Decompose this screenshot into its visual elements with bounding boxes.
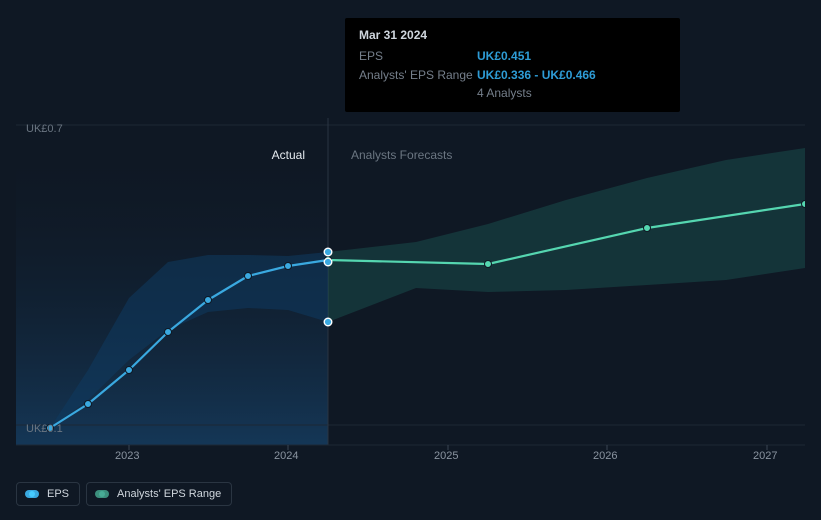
y-axis-label: UK£0.1 [26, 423, 63, 435]
eps-chart: Mar 31 2024 EPS UK£0.451 Analysts' EPS R… [16, 0, 805, 520]
legend-swatch [25, 490, 39, 498]
tooltip-value: UK£0.451 [477, 48, 531, 64]
legend-label: EPS [47, 488, 69, 500]
tooltip-row-range: Analysts' EPS Range UK£0.336 - UK£0.466 [359, 67, 666, 83]
y-axis-label: UK£0.7 [26, 123, 63, 135]
tooltip-date: Mar 31 2024 [359, 28, 666, 42]
legend-item-range[interactable]: Analysts' EPS Range [86, 482, 232, 506]
legend-item-eps[interactable]: EPS [16, 482, 80, 506]
region-label-forecast: Analysts Forecasts [351, 148, 452, 162]
x-axis-label: 2023 [115, 450, 139, 462]
x-axis-label: 2027 [753, 450, 777, 462]
x-axis-label: 2024 [274, 450, 298, 462]
tooltip-label: EPS [359, 48, 477, 64]
legend-swatch [95, 490, 109, 498]
tooltip-row-eps: EPS UK£0.451 [359, 48, 666, 64]
chart-tooltip: Mar 31 2024 EPS UK£0.451 Analysts' EPS R… [345, 18, 680, 112]
tooltip-label: Analysts' EPS Range [359, 67, 477, 83]
tooltip-analyst-count: 4 Analysts [477, 86, 666, 100]
chart-legend: EPS Analysts' EPS Range [16, 482, 232, 506]
tooltip-value: UK£0.336 - UK£0.466 [477, 67, 596, 83]
region-label-actual: Actual [272, 148, 305, 162]
legend-label: Analysts' EPS Range [117, 488, 221, 500]
x-axis-label: 2025 [434, 450, 458, 462]
x-axis-label: 2026 [593, 450, 617, 462]
